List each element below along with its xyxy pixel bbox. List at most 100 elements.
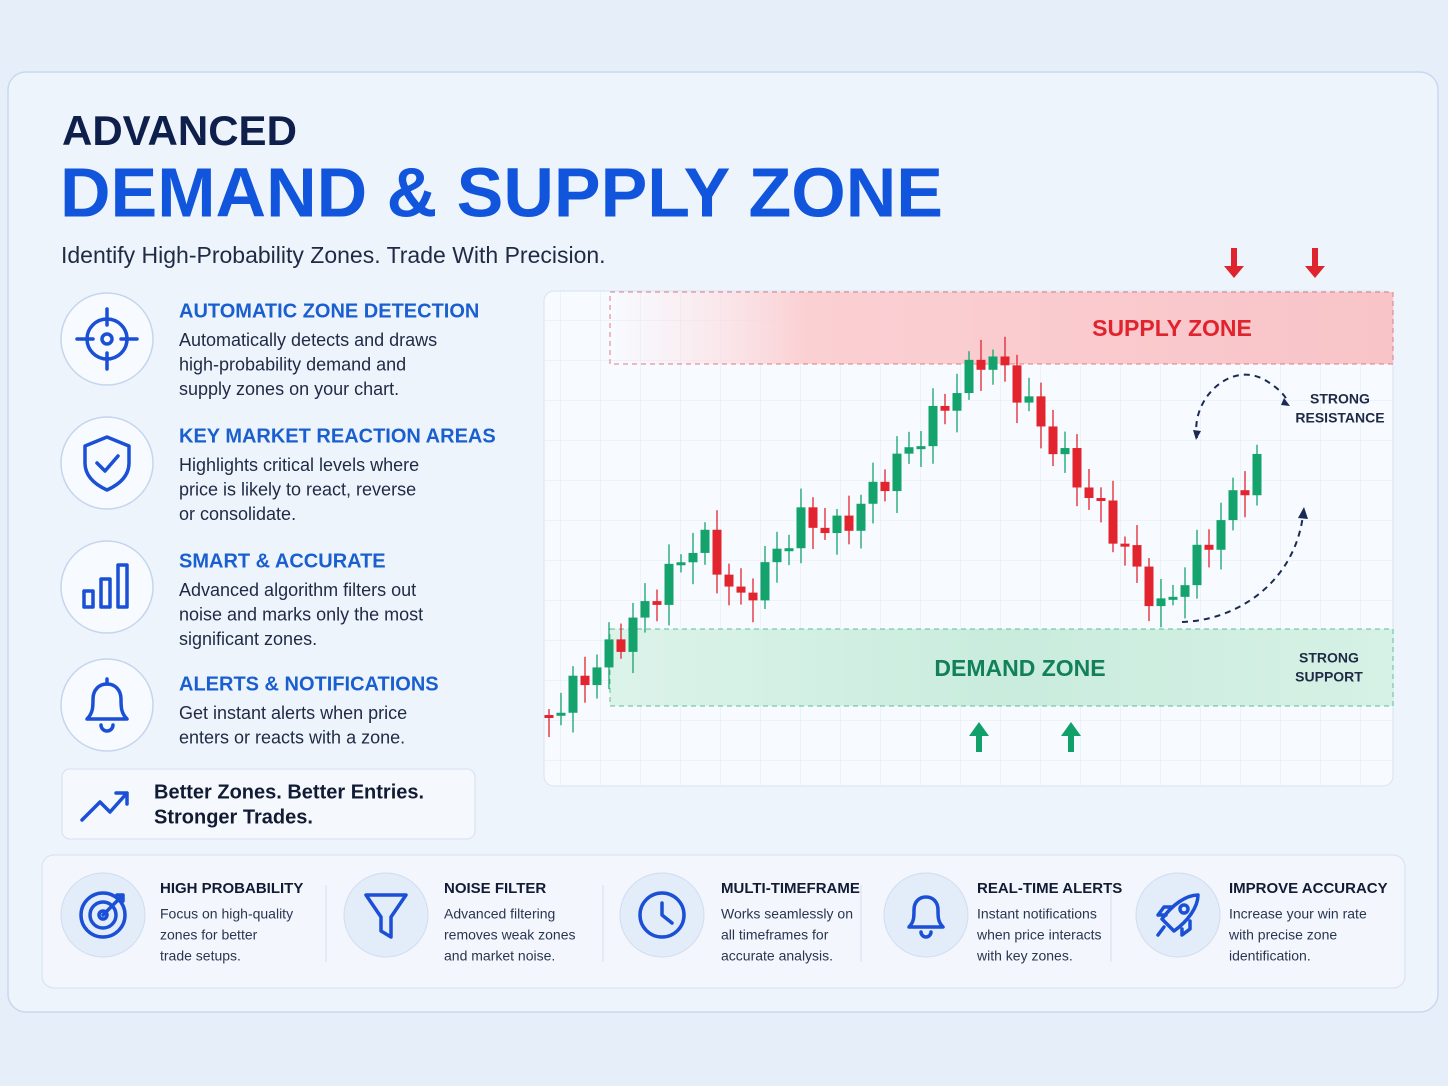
candle-body: [676, 562, 686, 566]
feature-icon-circle: [60, 540, 154, 634]
candle-body: [640, 601, 650, 618]
benefit-description: and market noise.: [444, 948, 555, 964]
benefit-description: trade setups.: [160, 948, 241, 964]
feature-title: SMART & ACCURATE: [179, 550, 386, 572]
candle-body: [1036, 396, 1046, 427]
candle-body: [820, 527, 830, 534]
feature-title: AUTOMATIC ZONE DETECTION: [179, 300, 479, 322]
bell-small-icon: [907, 895, 945, 939]
candle-body: [1204, 544, 1214, 550]
support-label: SUPPORT: [1295, 669, 1363, 685]
candle-body: [1252, 453, 1262, 496]
clock-icon: [638, 891, 686, 939]
candle-body: [604, 639, 614, 668]
support-label: STRONG: [1299, 650, 1359, 666]
rocket-icon: [1156, 893, 1200, 937]
candle-body: [1000, 356, 1010, 366]
bell-icon: [85, 677, 129, 733]
benefit-description: Focus on high-quality: [160, 906, 293, 922]
candle-body: [568, 675, 578, 713]
benefit-description: Works seamlessly on: [721, 906, 853, 922]
shield-icon: [83, 435, 131, 492]
feature-description: or consolidate.: [179, 504, 296, 524]
benefit-description: Advanced filtering: [444, 906, 555, 922]
candle-body: [700, 529, 710, 553]
feature-description: supply zones on your chart.: [179, 379, 399, 399]
benefit-icon-circle: [883, 872, 969, 958]
candle-body: [1024, 396, 1034, 403]
candle-body: [988, 356, 998, 370]
candle-body: [832, 515, 842, 534]
feature-description: Get instant alerts when price: [179, 703, 407, 723]
candle-body: [856, 503, 866, 531]
benefit-title: MULTI-TIMEFRAME: [721, 880, 860, 897]
candle-body: [580, 675, 590, 686]
demand-label: DEMAND ZONE: [934, 655, 1105, 681]
candle-body: [952, 393, 962, 411]
candle-body: [868, 481, 878, 504]
arc-head: [1298, 507, 1308, 519]
candles: [544, 336, 1262, 737]
feature-description: high-probability demand and: [179, 354, 406, 374]
candle-body: [1132, 545, 1142, 567]
candle-body: [892, 453, 902, 492]
candle-body: [556, 712, 566, 716]
tagline-line: Better Zones. Better Entries.: [154, 781, 424, 803]
up-arrows: [969, 722, 1081, 752]
candle-body: [940, 405, 950, 411]
feature-title: ALERTS & NOTIFICATIONS: [179, 673, 439, 695]
bullseye-icon: [79, 891, 127, 939]
candle-body: [916, 446, 926, 450]
candle-body: [736, 586, 746, 593]
candle-body: [772, 548, 782, 563]
feature-icon-circle: [60, 416, 154, 510]
benefit-description: with precise zone: [1228, 927, 1337, 943]
trend-icon: [80, 791, 129, 822]
candle-body: [664, 563, 674, 605]
candle-body: [724, 574, 734, 587]
feature-description: Highlights critical levels where: [179, 455, 419, 475]
candle-body: [1108, 500, 1118, 544]
feature-icon-circle: [60, 292, 154, 386]
benefit-icon-circle: [343, 872, 429, 958]
candle-body: [616, 639, 626, 652]
candle-body: [748, 592, 758, 601]
feature-description: price is likely to react, reverse: [179, 479, 416, 499]
benefit-description: all timeframes for: [721, 927, 829, 943]
candle-body: [652, 601, 662, 605]
candle-body: [1012, 365, 1022, 403]
candle-body: [1048, 426, 1058, 455]
benefit-description: zones for better: [160, 927, 258, 943]
feature-description: noise and marks only the most: [179, 604, 423, 624]
benefit-icons: [79, 891, 1200, 939]
candle-body: [1072, 448, 1082, 488]
feature-description: Advanced algorithm filters out: [179, 580, 416, 600]
candle-body: [1156, 598, 1166, 607]
candle-body: [1060, 448, 1070, 455]
tagline-line: Stronger Trades.: [154, 806, 313, 828]
candle-body: [1240, 490, 1250, 496]
candle-body: [1096, 498, 1106, 502]
benefit-description: accurate analysis.: [721, 948, 833, 964]
candle-body: [844, 515, 854, 531]
feature-icon-circle: [60, 658, 154, 752]
benefit-description: Increase your win rate: [1229, 906, 1367, 922]
candle-body: [796, 507, 806, 549]
benefit-description: with key zones.: [976, 948, 1073, 964]
candle-body: [808, 507, 818, 528]
funnel-icon: [364, 893, 408, 939]
subtitle: Identify High-Probability Zones. Trade W…: [61, 242, 606, 268]
feature-icons: [75, 307, 139, 733]
candle-body: [1144, 566, 1154, 607]
benefit-description: when price interacts: [976, 927, 1102, 943]
title: DEMAND & SUPPLY ZONE: [60, 153, 943, 231]
candle-body: [1084, 487, 1094, 499]
candle-body: [1228, 490, 1238, 521]
target-icon: [75, 307, 139, 371]
feature-description: enters or reacts with a zone.: [179, 727, 405, 747]
feature-list: AUTOMATIC ZONE DETECTION Automatically de…: [60, 292, 496, 752]
benefit-title: IMPROVE ACCURACY: [1229, 880, 1388, 897]
chart-panel: SUPPLY ZONE DEMAND ZONE STRONG RESISTANC…: [543, 248, 1394, 787]
